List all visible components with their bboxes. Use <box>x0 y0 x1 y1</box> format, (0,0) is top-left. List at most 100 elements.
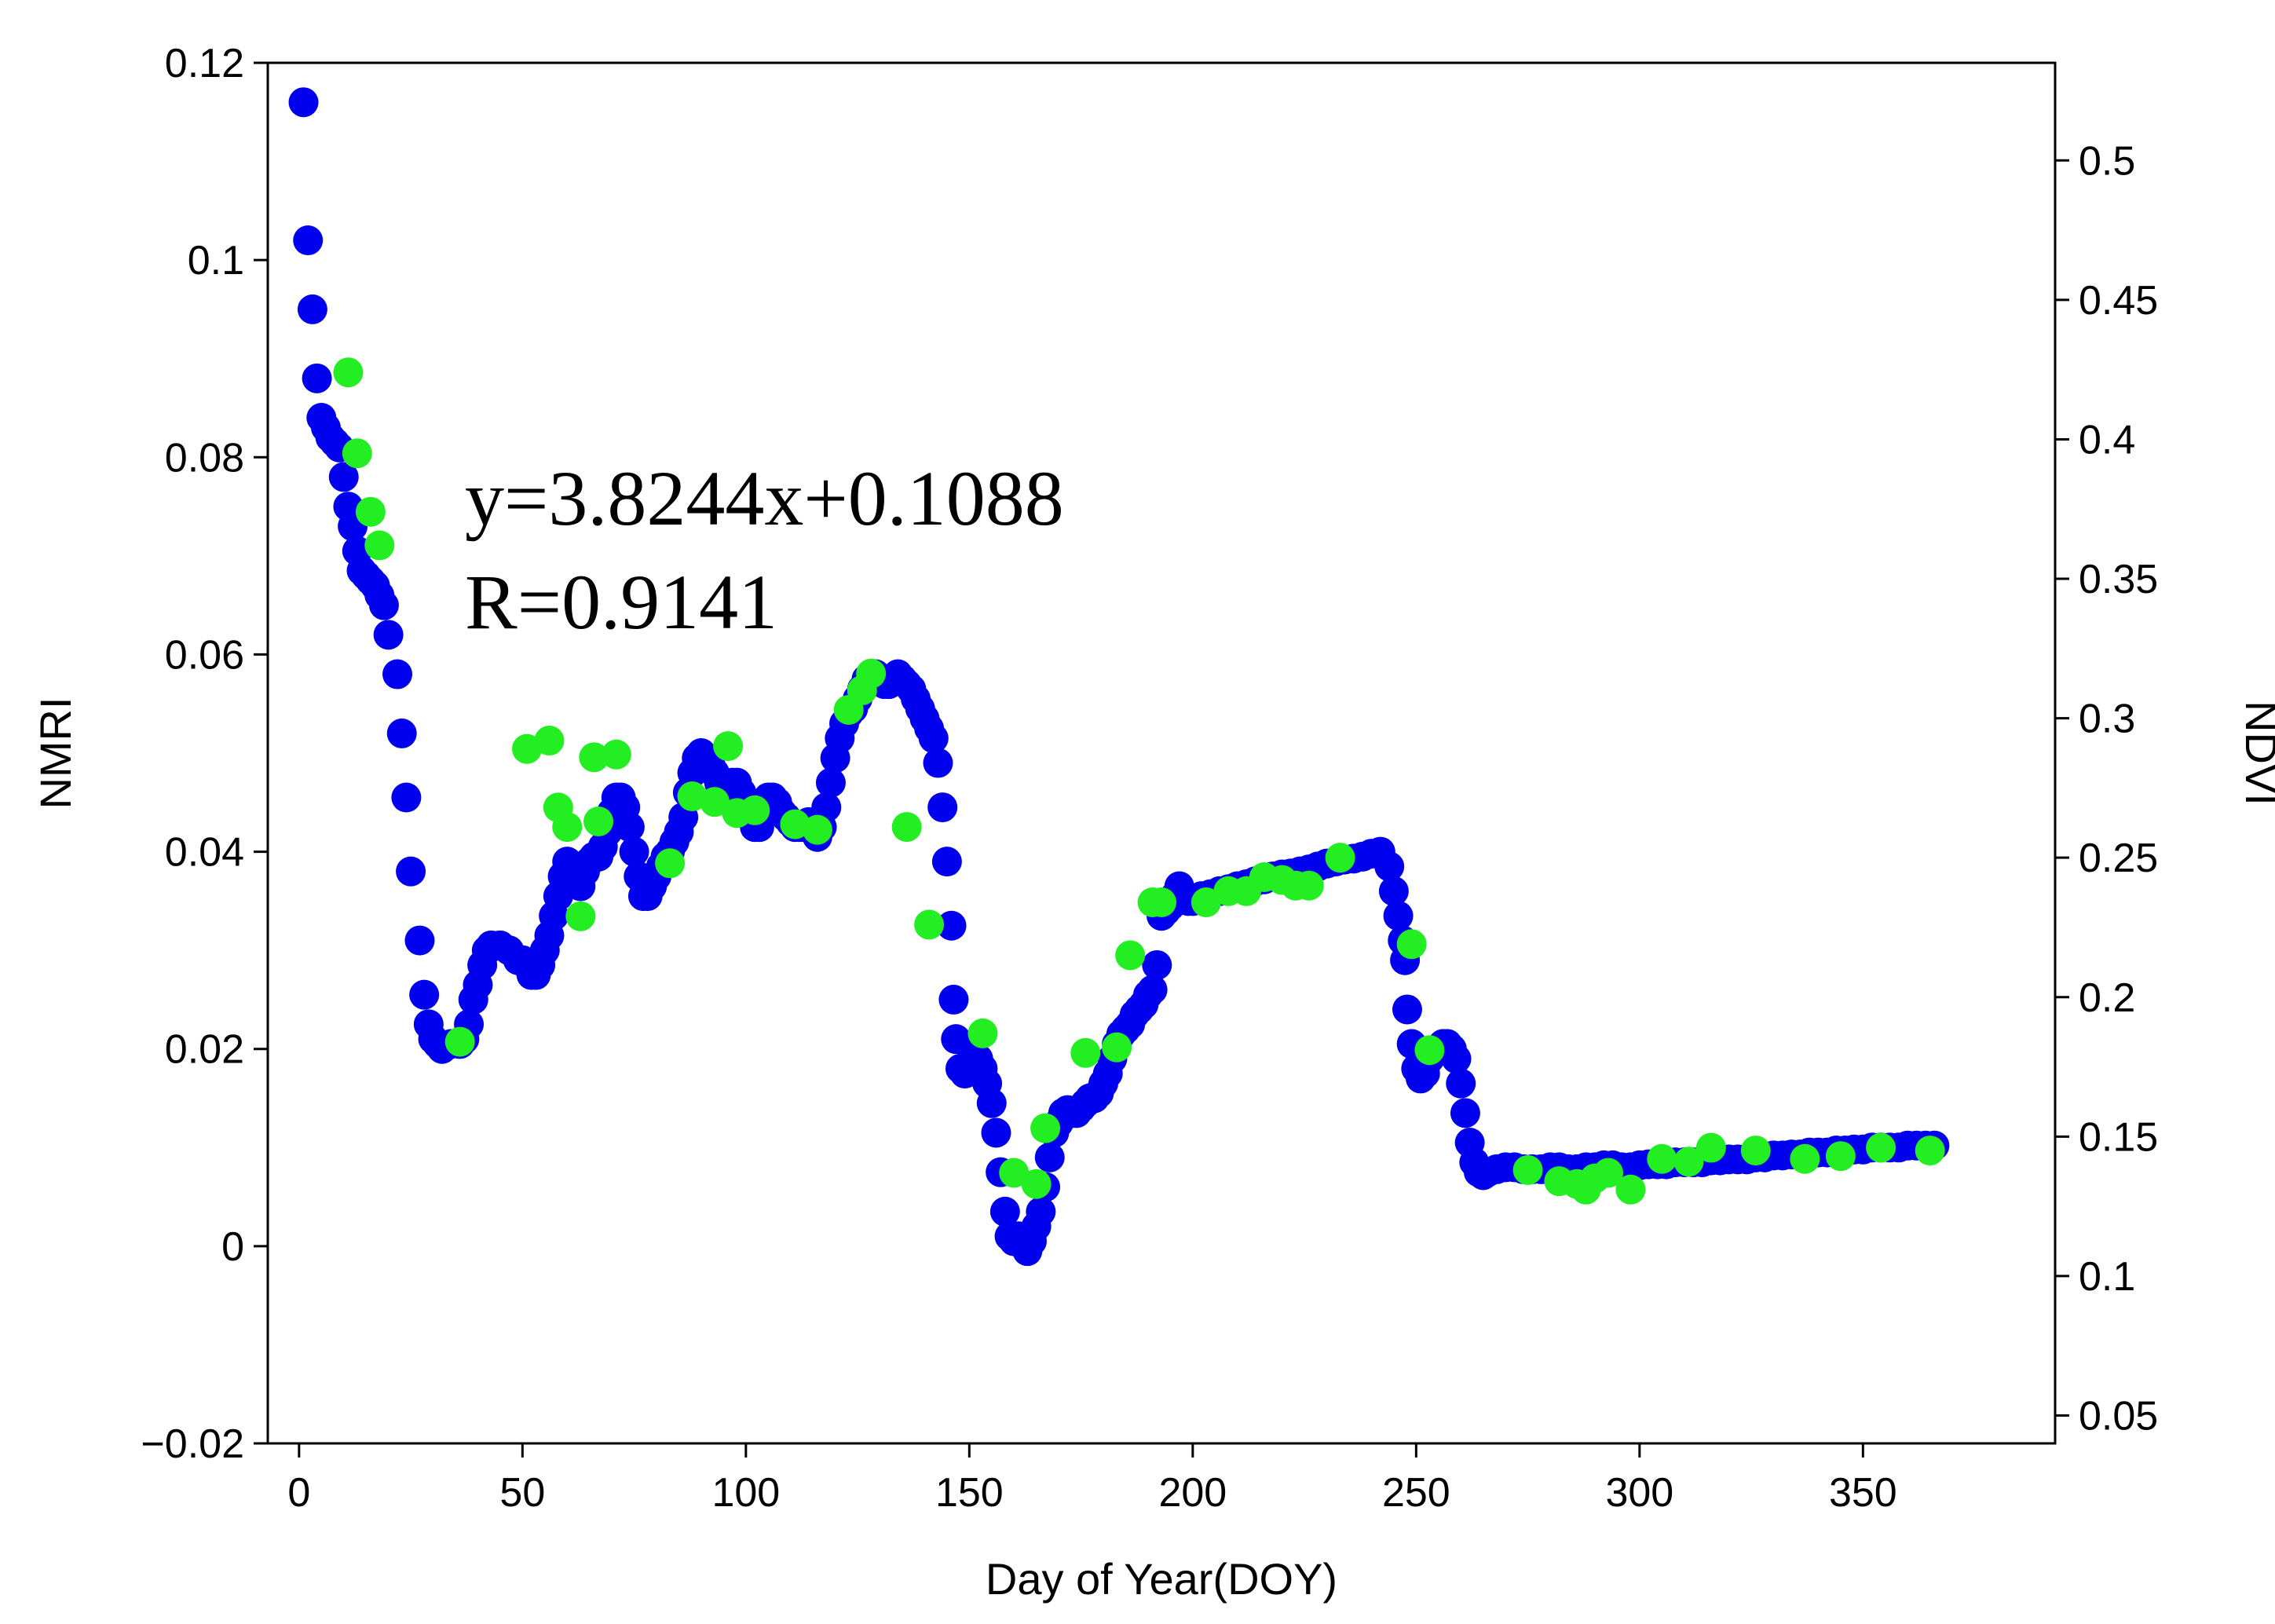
ndvi-point <box>565 901 596 931</box>
ndvi-point <box>856 658 887 689</box>
y-tick-label: 0.06 <box>165 632 244 678</box>
nmri-point <box>386 718 417 748</box>
ndvi-point <box>1790 1143 1820 1174</box>
y-tick-label: 0 <box>221 1224 244 1270</box>
nmri-point <box>976 1088 1007 1118</box>
ndvi-point <box>1740 1136 1771 1166</box>
nmri-point <box>293 225 324 256</box>
plot-frame <box>266 61 2057 1445</box>
ndvi-point <box>713 731 744 762</box>
nmri-point <box>1026 1196 1056 1227</box>
nmri-point <box>989 1196 1020 1227</box>
x-tick-label: 0 <box>287 1470 310 1516</box>
nmri-point <box>404 925 435 956</box>
y-tick-label: 0.12 <box>165 41 244 86</box>
nmri-point <box>373 620 404 650</box>
ndvi-point <box>1593 1158 1623 1188</box>
x-tick-label: 200 <box>1158 1470 1227 1516</box>
nmri-point <box>302 363 332 393</box>
y2-tick-label: 0.3 <box>2079 697 2135 742</box>
ndvi-point <box>1396 929 1427 960</box>
ndvi-point <box>802 814 832 845</box>
ndvi-point <box>1102 1032 1132 1063</box>
ndvi-point <box>914 909 945 940</box>
nmri-point <box>288 87 319 118</box>
nmri-point <box>391 782 422 813</box>
nmri-point <box>1374 851 1405 882</box>
ndvi-point <box>1021 1169 1052 1199</box>
nmri-point <box>1137 975 1168 1005</box>
ndvi-point <box>1191 887 1221 918</box>
y2-tick-label: 0.05 <box>2079 1393 2158 1439</box>
y2-tick-label: 0.4 <box>2079 417 2135 463</box>
ndvi-point <box>1147 887 1176 918</box>
x-tick-label: 100 <box>711 1470 780 1516</box>
nmri-point <box>931 847 962 877</box>
ndvi-point <box>1293 870 1324 901</box>
x-tick-label: 250 <box>1382 1470 1450 1516</box>
y-tick-label: 0.1 <box>188 238 244 283</box>
ndvi-point <box>333 357 364 388</box>
ndvi-points <box>333 357 1945 1205</box>
nmri-point <box>918 723 949 754</box>
y2-tick-label: 0.1 <box>2079 1254 2135 1300</box>
y-axis-left: −0.02 0 0.02 0.04 0.06 0.08 0.1 0.12 <box>141 41 268 1467</box>
nmri-point <box>328 462 359 492</box>
ndvi-point <box>1414 1035 1445 1066</box>
y-axis-title: NMRI <box>31 697 80 809</box>
nmri-point <box>614 812 645 843</box>
nmri-point <box>927 792 958 823</box>
y2-tick-label: 0.25 <box>2079 836 2158 881</box>
x-tick-label: 150 <box>935 1470 1004 1516</box>
y2-tick-label: 0.35 <box>2079 557 2158 602</box>
y-axis-right: 0.05 0.1 0.15 0.2 0.25 0.3 0.35 0.4 0.45 0.5 <box>2055 138 2158 1439</box>
ndvi-point <box>552 812 583 843</box>
nmri-point <box>619 836 649 867</box>
nmri-point <box>815 767 846 798</box>
nmri-points <box>288 87 1950 1267</box>
ndvi-point <box>1325 843 1355 873</box>
nmri-point <box>923 748 953 778</box>
ndvi-point <box>1647 1143 1677 1174</box>
regression-equation: y=3.8244x+0.1088 <box>465 455 1064 542</box>
nmri-point <box>938 984 969 1015</box>
y2-tick-label: 0.45 <box>2079 278 2158 324</box>
nmri-point <box>368 590 399 620</box>
y2-axis-title: NDVI <box>2237 700 2275 806</box>
nmri-point <box>396 856 426 887</box>
ndvi-point <box>740 795 770 825</box>
y-tick-label: 0.02 <box>165 1027 244 1073</box>
y-tick-label: 0.04 <box>165 830 244 876</box>
y2-tick-label: 0.2 <box>2079 975 2135 1021</box>
x-axis-title: Day of Year(DOY) <box>986 1554 1337 1604</box>
x-tick-label: 50 <box>499 1470 545 1516</box>
x-axis: 0 50 100 150 200 250 300 350 <box>287 1443 1897 1516</box>
ndvi-point <box>1115 940 1146 971</box>
nmri-point <box>1034 1142 1065 1172</box>
nmri-point <box>811 792 842 823</box>
y2-tick-label: 0.5 <box>2079 138 2135 184</box>
nmri-point <box>1392 994 1422 1025</box>
ndvi-point <box>999 1158 1030 1188</box>
nmri-point <box>1450 1098 1480 1128</box>
nmri-point <box>1378 876 1409 906</box>
nmri-point <box>382 659 413 689</box>
ndvi-point <box>1915 1136 1945 1166</box>
x-tick-label: 350 <box>1829 1470 1897 1516</box>
ndvi-point <box>355 496 386 527</box>
ndvi-point <box>1866 1132 1896 1163</box>
ndvi-point <box>655 848 686 879</box>
ndvi-point <box>601 739 631 770</box>
y-tick-label: −0.02 <box>141 1421 244 1467</box>
ndvi-point <box>700 787 730 817</box>
ndvi-point <box>1512 1154 1543 1185</box>
ndvi-point <box>1695 1132 1726 1163</box>
x-tick-label: 300 <box>1605 1470 1673 1516</box>
nmri-point <box>409 979 440 1010</box>
nmri-point <box>1441 1044 1472 1074</box>
ndvi-point <box>891 812 922 843</box>
ndvi-point <box>1070 1037 1101 1068</box>
ndvi-point <box>677 781 708 812</box>
y-tick-label: 0.08 <box>165 435 244 481</box>
